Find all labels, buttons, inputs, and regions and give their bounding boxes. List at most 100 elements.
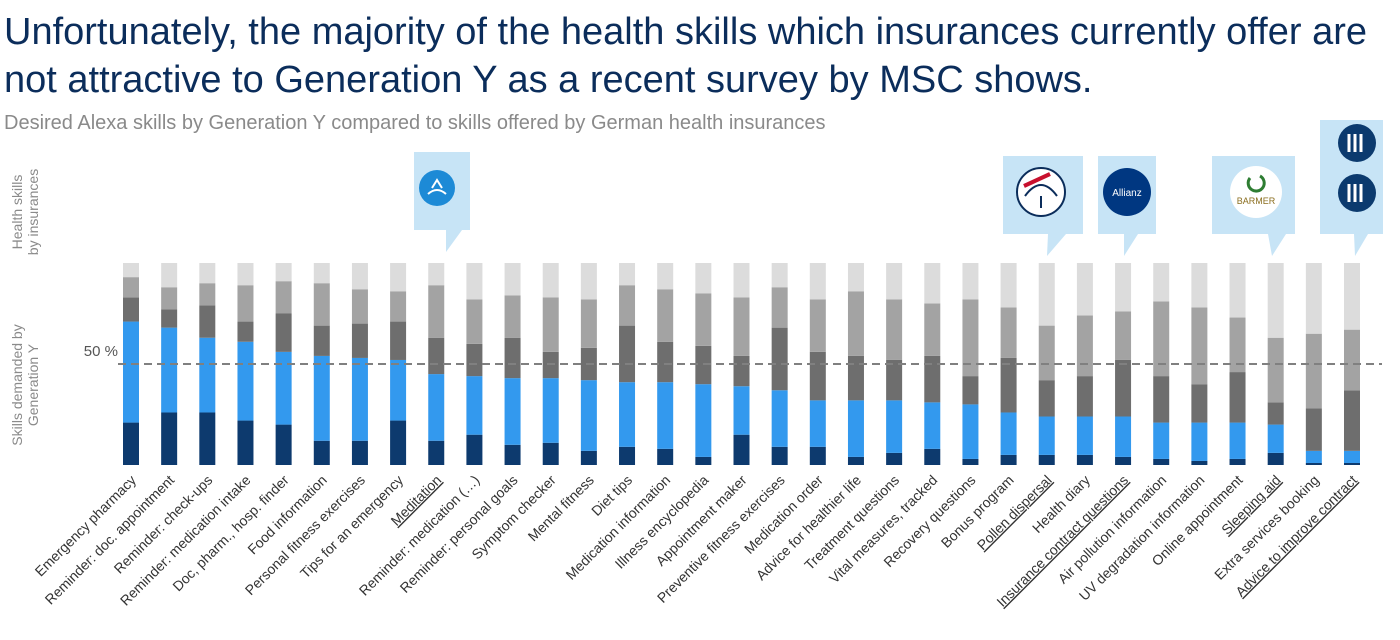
- bar-segment: [275, 351, 292, 425]
- bar-segment: [809, 400, 826, 447]
- bar-segment: [161, 309, 178, 328]
- bar-segment: [580, 380, 597, 451]
- bar-segment: [657, 341, 674, 383]
- axis-label-line: Health skills: [9, 175, 25, 250]
- bar-segment: [1076, 263, 1093, 316]
- logo-text: Allianz: [1112, 188, 1141, 199]
- bar-segment: [1115, 359, 1132, 417]
- bar-segment: [504, 263, 521, 296]
- bar-segment: [962, 299, 979, 377]
- bar-segment: [161, 327, 178, 413]
- bar-segment: [1305, 450, 1322, 463]
- bar-segment: [275, 281, 292, 314]
- bar-segment: [580, 299, 597, 348]
- bar-segment: [1229, 458, 1246, 465]
- axis-label-bottom: Skills demanded by Generation Y: [9, 324, 41, 445]
- bar-segment: [924, 263, 941, 304]
- bar-segment: [390, 359, 407, 421]
- bar-segment: [351, 440, 368, 465]
- bar-segment: [1305, 408, 1322, 451]
- bar-segment: [199, 412, 216, 465]
- bar-segment: [466, 299, 483, 344]
- bar-segment: [924, 355, 941, 403]
- bar-segment: [390, 291, 407, 322]
- bar-segment: [1000, 454, 1017, 465]
- bar-segment: [351, 357, 368, 441]
- bar-segment: [504, 444, 521, 465]
- bar-segment: [695, 293, 712, 346]
- bar-segment: [504, 295, 521, 338]
- bar-segment: [542, 442, 559, 465]
- bar-segment: [1153, 422, 1170, 459]
- axis-label-top: Health skills by insurances: [9, 169, 41, 255]
- bar-segment: [809, 351, 826, 401]
- bar-segment: [1038, 263, 1055, 326]
- bar-segment: [657, 382, 674, 449]
- bar-segment: [1267, 452, 1284, 465]
- bar-segment: [313, 325, 330, 356]
- bar-segment: [771, 390, 788, 447]
- bar-segment: [161, 412, 178, 465]
- bar-segment: [123, 277, 139, 298]
- bar-segment: [199, 263, 216, 284]
- bar-segment: [1344, 462, 1360, 465]
- bar-segment: [275, 313, 292, 352]
- bar-segment: [1267, 424, 1284, 453]
- axis-label-line: Skills demanded by: [9, 324, 25, 445]
- logo-text: BARMER: [1237, 196, 1276, 206]
- bar-segment: [199, 283, 216, 306]
- bar-segment: [847, 263, 864, 292]
- bar-segment: [924, 402, 941, 449]
- bar-segment: [351, 289, 368, 324]
- bar-segment: [428, 440, 445, 465]
- bar-segment: [275, 424, 292, 465]
- bar-segment: [1115, 416, 1132, 457]
- bar-segment: [847, 400, 864, 457]
- bar-segment: [1000, 263, 1017, 308]
- bar-segment: [809, 299, 826, 352]
- bar-segment: [847, 456, 864, 465]
- bar-segment: [351, 323, 368, 358]
- bar-segment: [1000, 357, 1017, 413]
- bar-segment: [962, 404, 979, 459]
- bar-segment: [1305, 462, 1322, 465]
- bar-segment: [428, 374, 445, 441]
- bar-segment: [771, 263, 788, 288]
- bar-segment: [1267, 337, 1284, 403]
- bar-segment: [313, 440, 330, 465]
- bar-segment: [237, 285, 254, 322]
- bar-segment: [619, 325, 636, 383]
- bar-segment: [771, 287, 788, 328]
- bar-segment: [466, 263, 483, 300]
- bar-segment: [161, 263, 178, 288]
- bar-segment: [657, 289, 674, 342]
- bar-segment: [1153, 376, 1170, 423]
- callout: [414, 152, 470, 252]
- bar-segment: [1115, 311, 1132, 360]
- bar-segment: [504, 378, 521, 445]
- bar-segment: [542, 297, 559, 352]
- bar-segment: [886, 299, 903, 360]
- bar-segment: [237, 341, 254, 421]
- axis-label-line: Generation Y: [25, 343, 41, 426]
- bar-segment: [123, 263, 139, 278]
- bar-segment: [275, 263, 292, 282]
- bar-segment: [504, 337, 521, 379]
- bar-segment: [466, 343, 483, 377]
- bar-segment: [962, 376, 979, 405]
- bar-segment: [619, 446, 636, 465]
- bar-segment: [619, 263, 636, 286]
- bar-segment: [771, 327, 788, 391]
- bar-segment: [1229, 372, 1246, 423]
- title-line: Unfortunately, the majority of the healt…: [4, 11, 1367, 53]
- bar-segment: [1038, 380, 1055, 417]
- bar-segment: [733, 297, 750, 356]
- title-line: not attractive to Generation Y as a rece…: [4, 59, 1092, 101]
- bar-segment: [695, 263, 712, 294]
- bar-segment: [733, 434, 750, 465]
- bar-segment: [313, 283, 330, 326]
- bar-segment: [237, 263, 254, 286]
- bar-segment: [733, 263, 750, 298]
